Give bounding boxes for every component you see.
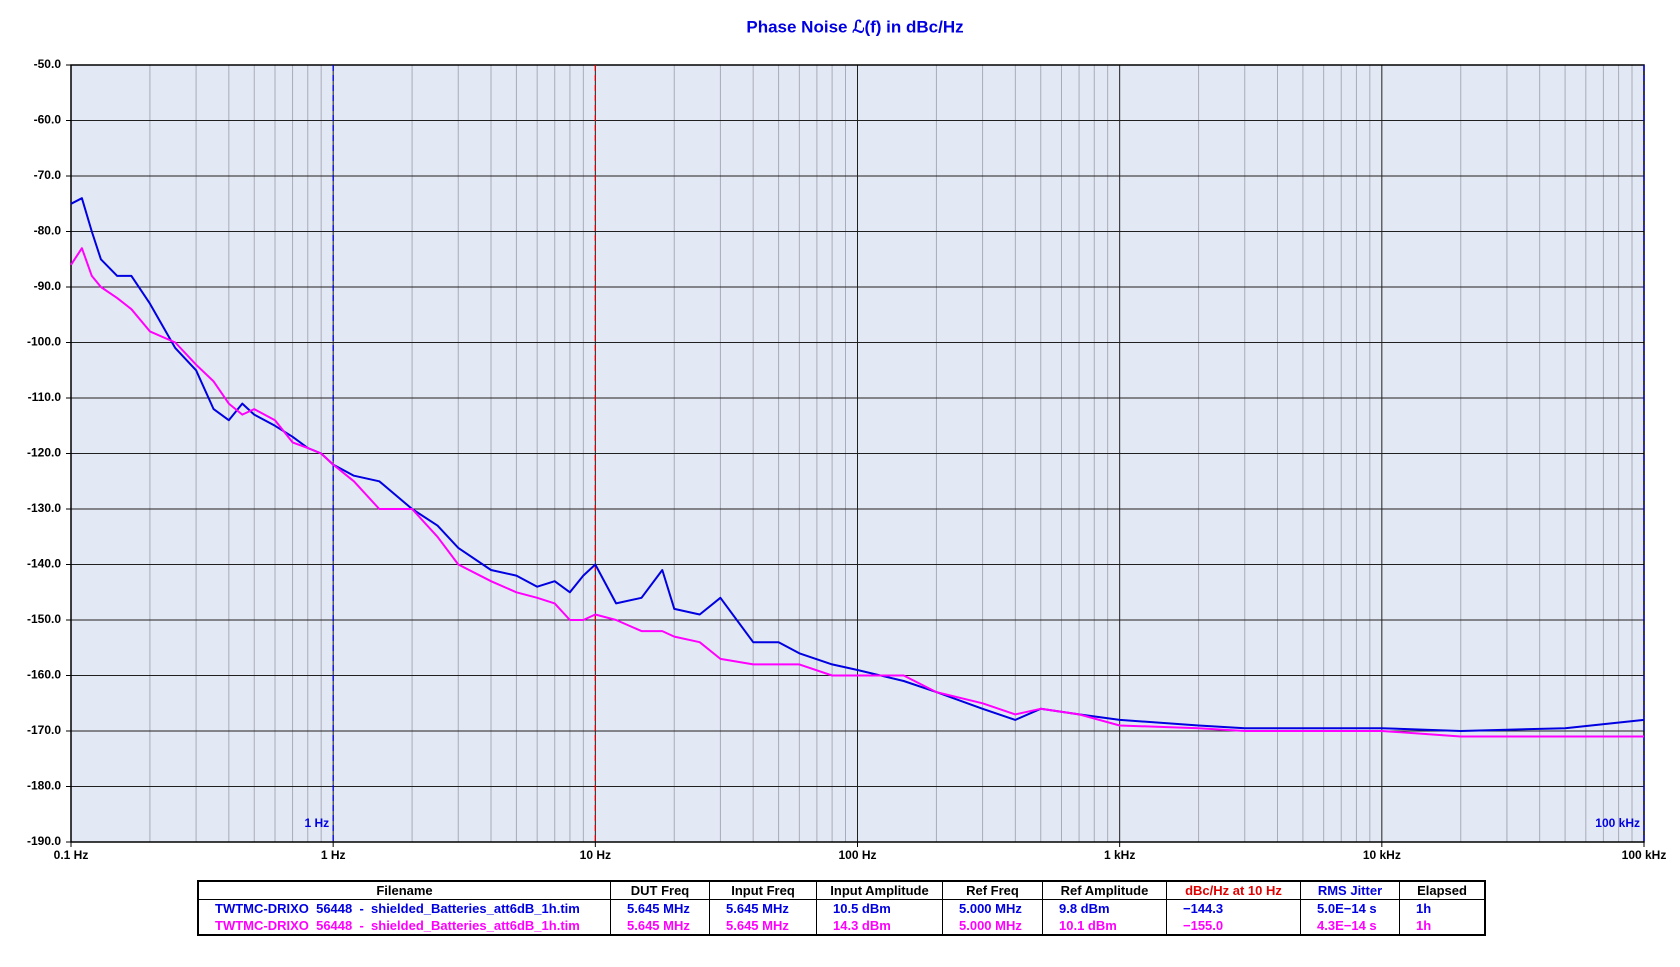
y-tick-label: -70.0 bbox=[34, 168, 62, 182]
y-tick-label: -100.0 bbox=[27, 335, 61, 349]
y-tick-label: -120.0 bbox=[27, 446, 61, 460]
plot-border bbox=[70, 64, 1645, 843]
x-tick-label: 1 Hz bbox=[321, 848, 346, 862]
table-cell: 5.645 MHz bbox=[610, 917, 710, 935]
table-cell: 5.645 MHz bbox=[709, 899, 817, 917]
y-tick-label: -180.0 bbox=[27, 779, 61, 793]
column-header: Elapsed bbox=[1399, 881, 1485, 900]
table-cell: 5.645 MHz bbox=[709, 917, 817, 935]
y-tick-label: -90.0 bbox=[34, 279, 62, 293]
column-header: Filename bbox=[197, 881, 611, 900]
y-tick-label: -170.0 bbox=[27, 723, 61, 737]
table-cell: −144.3 bbox=[1166, 899, 1301, 917]
y-tick-label: -140.0 bbox=[27, 557, 61, 571]
column-header: Ref Freq bbox=[942, 881, 1043, 900]
y-tick-label: -190.0 bbox=[27, 834, 61, 848]
x-tick-label: 0.1 Hz bbox=[54, 848, 89, 862]
marker-label: 1 Hz bbox=[304, 816, 329, 830]
table-cell: TWTMC-DRIXO 56448 - shielded_Batteries_a… bbox=[197, 899, 611, 917]
y-tick-label: -150.0 bbox=[27, 612, 61, 626]
table-cell: −155.0 bbox=[1166, 917, 1301, 935]
table-cell: 10.1 dBm bbox=[1042, 917, 1167, 935]
series-line bbox=[70, 247, 1644, 738]
y-tick-label: -80.0 bbox=[34, 224, 62, 238]
x-tick-label: 10 kHz bbox=[1363, 848, 1401, 862]
table-cell: 5.645 MHz bbox=[610, 899, 710, 917]
y-tick-label: -60.0 bbox=[34, 113, 62, 127]
chart-title: Phase Noise ℒ(f) in dBc/Hz bbox=[746, 17, 963, 36]
column-header: dBc/Hz at 10 Hz bbox=[1166, 881, 1301, 900]
table-cell: 5.000 MHz bbox=[942, 899, 1043, 917]
table-cell: 5.0E−14 s bbox=[1300, 899, 1400, 917]
y-tick-label: -110.0 bbox=[28, 390, 62, 404]
table-cell: 9.8 dBm bbox=[1042, 899, 1167, 917]
x-tick-label: 10 Hz bbox=[580, 848, 611, 862]
column-header: Ref Amplitude bbox=[1042, 881, 1167, 900]
table-row: TWTMC-DRIXO 56448 - shielded_Batteries_a… bbox=[197, 899, 1485, 917]
table-cell: 1h bbox=[1399, 917, 1485, 935]
table-row: TWTMC-DRIXO 56448 - shielded_Batteries_a… bbox=[197, 917, 1485, 935]
marker-label: 100 kHz bbox=[1595, 816, 1640, 830]
column-header: DUT Freq bbox=[610, 881, 710, 900]
table-cell: 14.3 dBm bbox=[816, 917, 943, 935]
x-tick-label: 100 kHz bbox=[1622, 848, 1667, 862]
column-header: Input Freq bbox=[709, 881, 817, 900]
y-tick-label: -130.0 bbox=[27, 501, 61, 515]
table-cell: 10.5 dBm bbox=[816, 899, 943, 917]
x-tick-label: 1 kHz bbox=[1104, 848, 1135, 862]
column-header: Input Amplitude bbox=[816, 881, 943, 900]
table-cell: TWTMC-DRIXO 56448 - shielded_Batteries_a… bbox=[197, 917, 611, 935]
chart: Phase Noise ℒ(f) in dBc/Hz -50.0 -60.0 -70… bbox=[27, 17, 1667, 862]
table-cell: 5.000 MHz bbox=[942, 917, 1043, 935]
column-header: RMS Jitter bbox=[1300, 881, 1400, 900]
y-tick-label: -50.0 bbox=[34, 57, 62, 71]
summary-table: Filename DUT Freq Input Freq Input Amplitud… bbox=[197, 880, 1486, 936]
table-cell: 4.3E−14 s bbox=[1300, 917, 1400, 935]
y-tick-label: -160.0 bbox=[27, 668, 61, 682]
table-cell: 1h bbox=[1399, 899, 1485, 917]
x-tick-label: 100 Hz bbox=[838, 848, 876, 862]
